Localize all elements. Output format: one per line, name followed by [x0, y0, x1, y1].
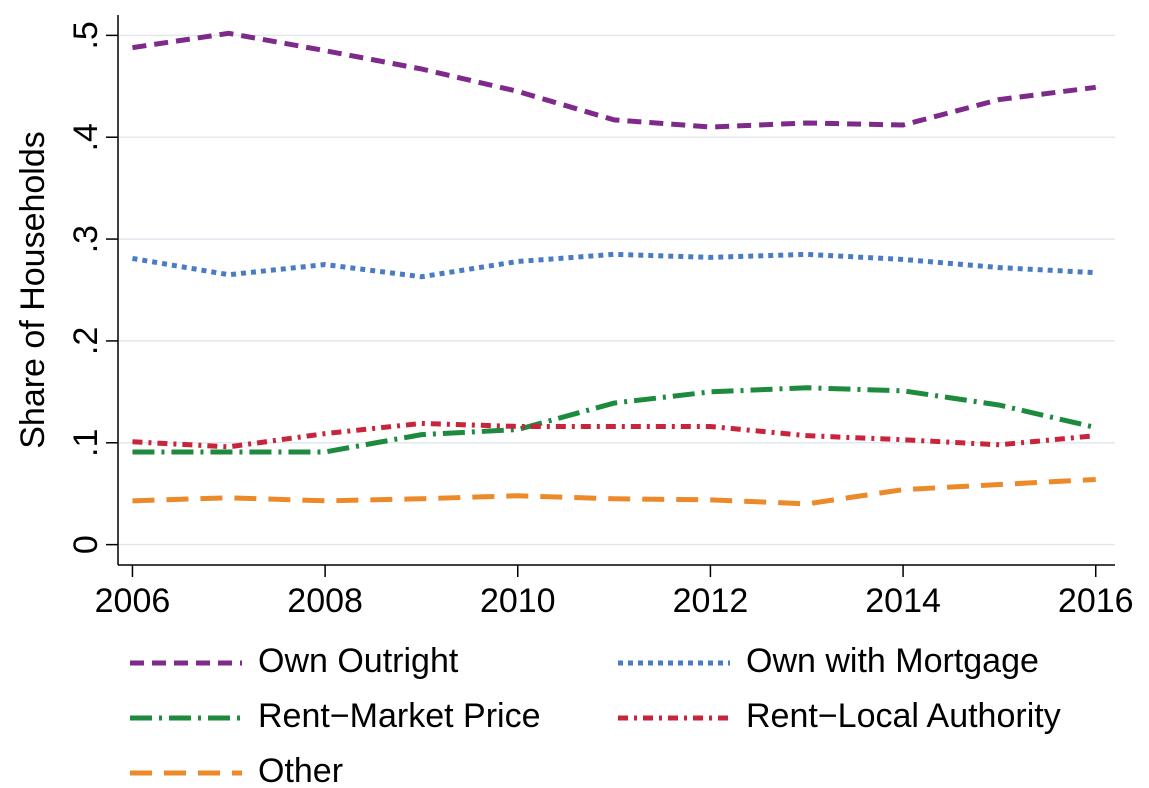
x-tick-label: 2014 — [865, 582, 941, 620]
y-tick-label: .3 — [67, 225, 105, 253]
y-tick-label: 0 — [67, 535, 105, 554]
y-tick-label: .4 — [67, 123, 105, 151]
series-line — [132, 251, 1096, 280]
y-tick-label: .5 — [67, 21, 105, 49]
series-line — [132, 30, 1097, 130]
legend-label: Own with Mortgage — [746, 642, 1039, 680]
x-tick-label: 2006 — [95, 582, 171, 620]
series-line — [132, 476, 1096, 507]
series-line — [132, 385, 1097, 455]
y-axis-label: Share of Households — [14, 131, 52, 449]
x-tick-label: 2008 — [287, 582, 363, 620]
x-tick-label: 2010 — [480, 582, 556, 620]
series-line — [132, 420, 1096, 450]
x-tick-label: 2016 — [1058, 582, 1134, 620]
y-tick-label: .2 — [67, 327, 105, 355]
legend-label: Own Outright — [258, 642, 459, 680]
legend-label: Rent−Local Authority — [746, 697, 1061, 735]
legend-label: Other — [258, 752, 343, 788]
x-tick-label: 2012 — [673, 582, 749, 620]
y-tick-label: .1 — [67, 429, 105, 457]
legend-label: Rent−Market Price — [258, 697, 541, 735]
